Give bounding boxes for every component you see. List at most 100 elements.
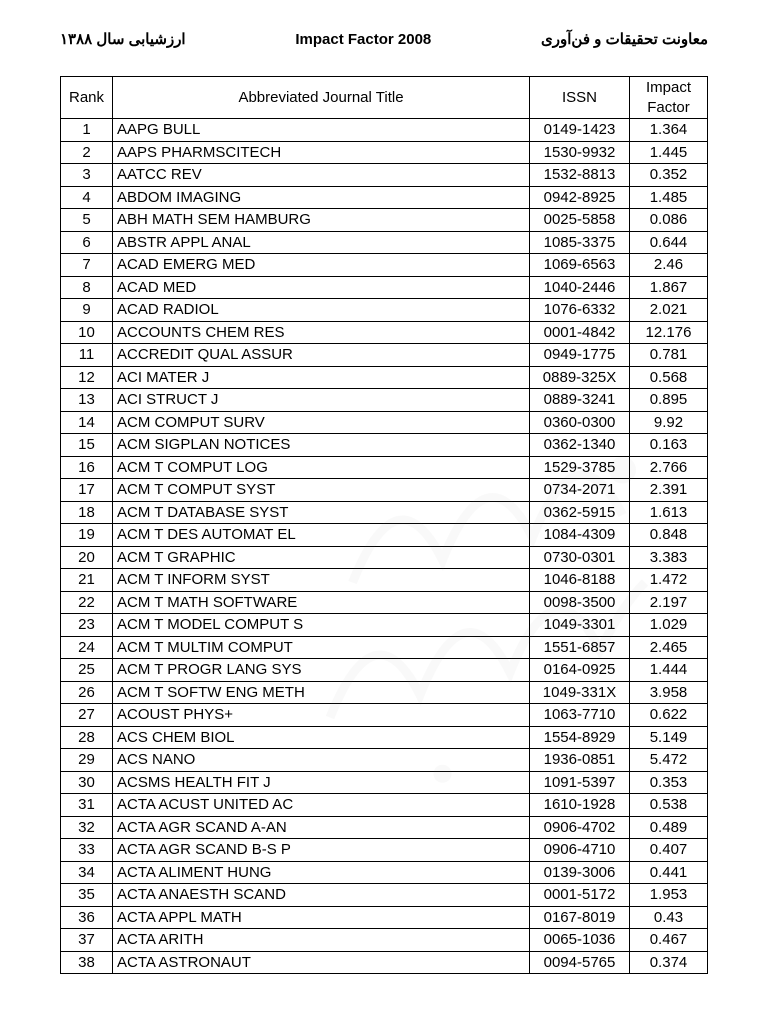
table-cell: 24: [61, 636, 113, 659]
table-cell: 12: [61, 366, 113, 389]
table-cell: 2.391: [630, 479, 708, 502]
table-cell: 0.407: [630, 839, 708, 862]
table-cell: 0.895: [630, 389, 708, 412]
table-cell: 2.46: [630, 254, 708, 277]
table-cell: 0001-5172: [530, 884, 630, 907]
header-center-title: Impact Factor 2008: [295, 31, 431, 48]
table-cell: 1.485: [630, 186, 708, 209]
table-cell: 0734-2071: [530, 479, 630, 502]
table-cell: 17: [61, 479, 113, 502]
table-cell: ACS CHEM BIOL: [113, 726, 530, 749]
table-row: 3AATCC REV1532-88130.352: [61, 164, 708, 187]
table-cell: 0.622: [630, 704, 708, 727]
table-cell: 2.465: [630, 636, 708, 659]
table-cell: 12.176: [630, 321, 708, 344]
header-right-text: معاونت تحقیقات و فن‌آوری: [541, 30, 708, 48]
table-row: 35ACTA ANAESTH SCAND0001-51721.953: [61, 884, 708, 907]
table-cell: 0.489: [630, 816, 708, 839]
table-cell: 1530-9932: [530, 141, 630, 164]
table-cell: 3.383: [630, 546, 708, 569]
table-cell: 1610-1928: [530, 794, 630, 817]
table-cell: 6: [61, 231, 113, 254]
table-cell: 1.953: [630, 884, 708, 907]
table-cell: ABDOM IMAGING: [113, 186, 530, 209]
table-cell: 4: [61, 186, 113, 209]
table-cell: 0889-325X: [530, 366, 630, 389]
table-cell: 28: [61, 726, 113, 749]
table-cell: 1.445: [630, 141, 708, 164]
table-cell: ACS NANO: [113, 749, 530, 772]
table-cell: ABSTR APPL ANAL: [113, 231, 530, 254]
table-cell: 9.92: [630, 411, 708, 434]
table-cell: 0360-0300: [530, 411, 630, 434]
table-cell: AAPG BULL: [113, 119, 530, 142]
table-row: 25ACM T PROGR LANG SYS0164-09251.444: [61, 659, 708, 682]
table-cell: ACTA AGR SCAND A-AN: [113, 816, 530, 839]
table-cell: 37: [61, 929, 113, 952]
table-cell: ACTA AGR SCAND B-S P: [113, 839, 530, 862]
table-cell: 13: [61, 389, 113, 412]
table-header-row: Rank Abbreviated Journal Title ISSN Impa…: [61, 77, 708, 119]
table-cell: 26: [61, 681, 113, 704]
table-cell: 0025-5858: [530, 209, 630, 232]
table-cell: 1040-2446: [530, 276, 630, 299]
table-cell: 1085-3375: [530, 231, 630, 254]
table-cell: 29: [61, 749, 113, 772]
table-cell: ACM T INFORM SYST: [113, 569, 530, 592]
table-cell: 0139-3006: [530, 861, 630, 884]
table-cell: 21: [61, 569, 113, 592]
table-cell: 1091-5397: [530, 771, 630, 794]
table-cell: ACAD EMERG MED: [113, 254, 530, 277]
table-cell: 27: [61, 704, 113, 727]
table-cell: ACTA ANAESTH SCAND: [113, 884, 530, 907]
table-cell: 1532-8813: [530, 164, 630, 187]
table-cell: 0.163: [630, 434, 708, 457]
col-title: Abbreviated Journal Title: [113, 77, 530, 119]
table-cell: ACSMS HEALTH FIT J: [113, 771, 530, 794]
table-cell: 19: [61, 524, 113, 547]
table-cell: ACM T MATH SOFTWARE: [113, 591, 530, 614]
table-cell: AAPS PHARMSCITECH: [113, 141, 530, 164]
table-row: 33ACTA AGR SCAND B-S P0906-47100.407: [61, 839, 708, 862]
page-header: ارزشیابی سال ۱۳۸۸ Impact Factor 2008 معا…: [60, 30, 708, 48]
table-row: 23ACM T MODEL COMPUT S1049-33011.029: [61, 614, 708, 637]
table-row: 28ACS CHEM BIOL1554-89295.149: [61, 726, 708, 749]
table-row: 8ACAD MED1040-24461.867: [61, 276, 708, 299]
table-row: 31ACTA ACUST UNITED AC1610-19280.538: [61, 794, 708, 817]
table-cell: 18: [61, 501, 113, 524]
table-cell: 0167-8019: [530, 906, 630, 929]
table-cell: 36: [61, 906, 113, 929]
table-cell: ABH MATH SEM HAMBURG: [113, 209, 530, 232]
table-cell: 0362-5915: [530, 501, 630, 524]
table-cell: 0906-4710: [530, 839, 630, 862]
impact-factor-table: Rank Abbreviated Journal Title ISSN Impa…: [60, 76, 708, 974]
table-cell: 1049-3301: [530, 614, 630, 637]
table-cell: 14: [61, 411, 113, 434]
table-cell: 35: [61, 884, 113, 907]
table-row: 2AAPS PHARMSCITECH1530-99321.445: [61, 141, 708, 164]
table-cell: 34: [61, 861, 113, 884]
table-cell: ACM T MODEL COMPUT S: [113, 614, 530, 637]
table-row: 18ACM T DATABASE SYST0362-59151.613: [61, 501, 708, 524]
table-row: 11ACCREDIT QUAL ASSUR0949-17750.781: [61, 344, 708, 367]
table-cell: 30: [61, 771, 113, 794]
table-row: 22ACM T MATH SOFTWARE0098-35002.197: [61, 591, 708, 614]
table-cell: 7: [61, 254, 113, 277]
table-cell: 16: [61, 456, 113, 479]
table-cell: 3.958: [630, 681, 708, 704]
table-cell: 0.352: [630, 164, 708, 187]
table-cell: ACAD RADIOL: [113, 299, 530, 322]
table-row: 5ABH MATH SEM HAMBURG0025-58580.086: [61, 209, 708, 232]
table-cell: 1551-6857: [530, 636, 630, 659]
table-row: 17ACM T COMPUT SYST0734-20712.391: [61, 479, 708, 502]
table-cell: 11: [61, 344, 113, 367]
table-cell: 0.848: [630, 524, 708, 547]
table-row: 1AAPG BULL0149-14231.364: [61, 119, 708, 142]
table-cell: ACCREDIT QUAL ASSUR: [113, 344, 530, 367]
table-cell: 0.353: [630, 771, 708, 794]
table-cell: 1069-6563: [530, 254, 630, 277]
table-cell: ACM T PROGR LANG SYS: [113, 659, 530, 682]
table-cell: 1936-0851: [530, 749, 630, 772]
table-cell: 0.781: [630, 344, 708, 367]
table-cell: 1.364: [630, 119, 708, 142]
